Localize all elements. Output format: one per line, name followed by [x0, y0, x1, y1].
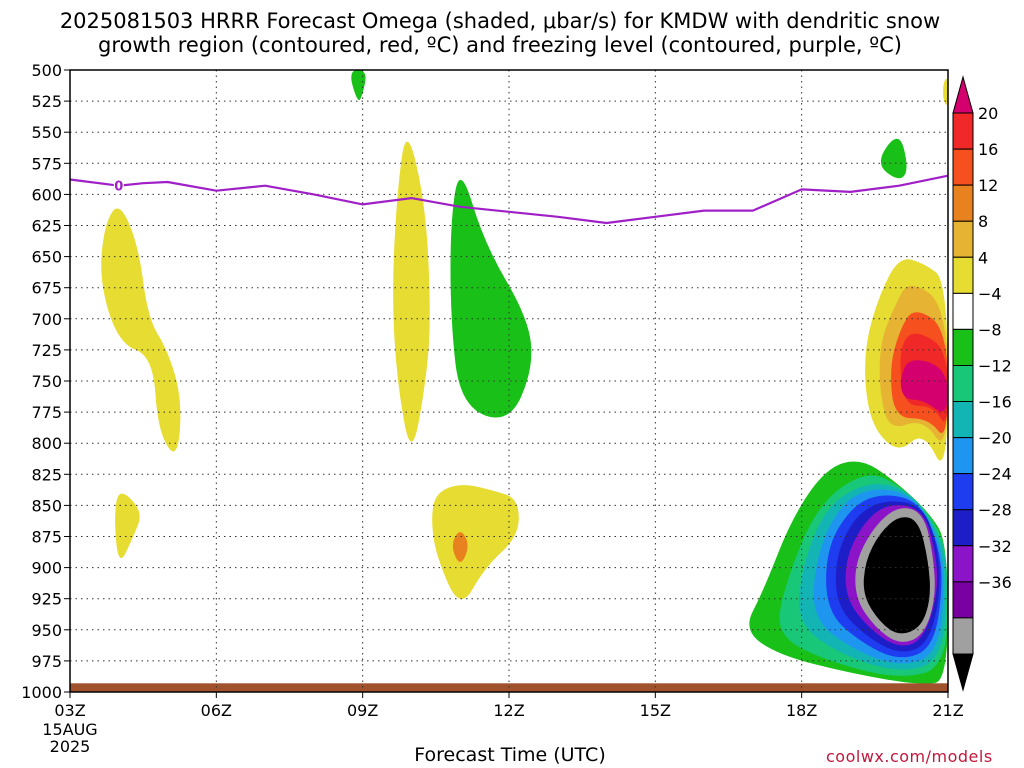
colorbar-label-4: 4 — [978, 248, 988, 267]
colorbar-label-10: −24 — [978, 465, 1012, 484]
x-tick-label-5: 18Z — [786, 701, 817, 720]
y-axis: 500 525 550 575 600 625 650 675 700 725 750 775 800 8… — [21, 61, 70, 702]
omega-region-2 — [393, 141, 430, 442]
y-tick-label-725: 725 — [31, 341, 62, 360]
x-tick-label-3: 12Z — [493, 701, 524, 720]
freezing-level-label: 0 — [114, 180, 123, 195]
y-tick-label-650: 650 — [31, 248, 62, 267]
colorbar-label-3: 8 — [978, 212, 988, 231]
colorbar-swatch-12 — [952, 509, 974, 547]
colorbar-swatch-2 — [952, 148, 974, 186]
y-tick-label-900: 900 — [31, 559, 62, 578]
freezing-level-contour: 0 — [69, 174, 949, 225]
x-axis-title: Forecast Time (UTC) — [414, 744, 606, 766]
omega-region-0 — [101, 208, 181, 452]
colorbar-swatch-4 — [952, 220, 974, 258]
y-tick-label-975: 975 — [31, 652, 62, 671]
x-sub-label-0: 15AUG — [42, 720, 97, 739]
omega-region-3 — [432, 485, 519, 599]
y-tick-label-750: 750 — [31, 372, 62, 391]
freezing-level-line — [69, 174, 949, 225]
credit-link[interactable]: coolwx.com/models — [826, 747, 993, 766]
surface-band — [70, 683, 948, 692]
colorbar-swatch-7 — [952, 328, 974, 366]
colorbar-swatch-9 — [952, 401, 974, 439]
y-tick-label-775: 775 — [31, 403, 62, 422]
colorbar-label-9: −20 — [978, 429, 1012, 448]
omega-region-5 — [351, 70, 366, 101]
x-tick-label-1: 06Z — [201, 701, 232, 720]
colorbar-swatch-16 — [952, 653, 974, 692]
colorbar-label-13: −36 — [978, 573, 1012, 592]
colorbar-label-12: −32 — [978, 537, 1012, 556]
colorbar-swatch-8 — [952, 364, 974, 403]
terrain-surface — [70, 683, 948, 692]
omega-shading — [101, 70, 948, 684]
colorbar-label-2: 12 — [978, 176, 998, 195]
colorbar-swatch-10 — [952, 437, 974, 475]
colorbar-swatch-15 — [952, 617, 974, 655]
colorbar-swatch-1 — [952, 112, 974, 150]
colorbar-label-0: 20 — [978, 104, 998, 123]
colorbar-swatch-11 — [952, 473, 974, 511]
colorbar-legend: 20 16 12 8 4 −4 −8 −12 −16 −20 −24 −28 −32 −36 — [952, 75, 1012, 692]
omega-region-7 — [880, 138, 907, 179]
colorbar-label-7: −12 — [978, 356, 1012, 375]
colorbar-swatch-14 — [952, 581, 974, 619]
colorbar-label-8: −16 — [978, 393, 1012, 412]
x-sub-label-1: 2025 — [50, 737, 91, 756]
y-tick-label-625: 625 — [31, 217, 62, 236]
freezing-level-label-bg — [113, 177, 124, 194]
y-tick-label-925: 925 — [31, 590, 62, 609]
colorbar-swatch-13 — [952, 545, 974, 583]
y-tick-label-875: 875 — [31, 528, 62, 547]
x-tick-label-0: 03Z — [54, 701, 85, 720]
omega-region-6 — [450, 179, 532, 418]
colorbar-label-11: −28 — [978, 501, 1012, 520]
chart-title-line-1: 2025081503 HRRR Forecast Omega (shaded, … — [59, 9, 941, 33]
y-tick-label-500: 500 — [31, 61, 62, 80]
omega-region-4 — [452, 532, 468, 562]
x-tick-label-2: 09Z — [347, 701, 378, 720]
x-tick-label-6: 21Z — [932, 701, 963, 720]
grid-lines — [70, 70, 948, 692]
y-tick-label-1000: 1000 — [21, 683, 62, 702]
y-tick-label-525: 525 — [31, 92, 62, 111]
y-tick-label-825: 825 — [31, 465, 62, 484]
omega-region-21 — [863, 517, 930, 634]
colorbar-label-5: −4 — [978, 284, 1002, 303]
colorbar-label-1: 16 — [978, 140, 998, 159]
colorbar-label-6: −8 — [978, 320, 1002, 339]
y-tick-label-575: 575 — [31, 154, 62, 173]
y-tick-label-850: 850 — [31, 496, 62, 515]
y-tick-label-700: 700 — [31, 310, 62, 329]
colorbar-swatch-3 — [952, 184, 974, 222]
chart-title-line-2: growth region (contoured, red, ºC) and f… — [98, 33, 902, 57]
colorbar-swatch-0 — [952, 75, 974, 114]
y-tick-label-550: 550 — [31, 123, 62, 142]
x-tick-label-4: 15Z — [640, 701, 671, 720]
omega-region-12 — [900, 360, 948, 412]
y-tick-label-950: 950 — [31, 621, 62, 640]
y-tick-label-800: 800 — [31, 434, 62, 453]
y-tick-label-600: 600 — [31, 185, 62, 204]
y-tick-label-675: 675 — [31, 279, 62, 298]
colorbar-swatch-5 — [952, 256, 974, 294]
omega-region-22 — [943, 78, 948, 105]
omega-region-1 — [115, 493, 140, 559]
colorbar-swatch-6 — [952, 292, 974, 330]
